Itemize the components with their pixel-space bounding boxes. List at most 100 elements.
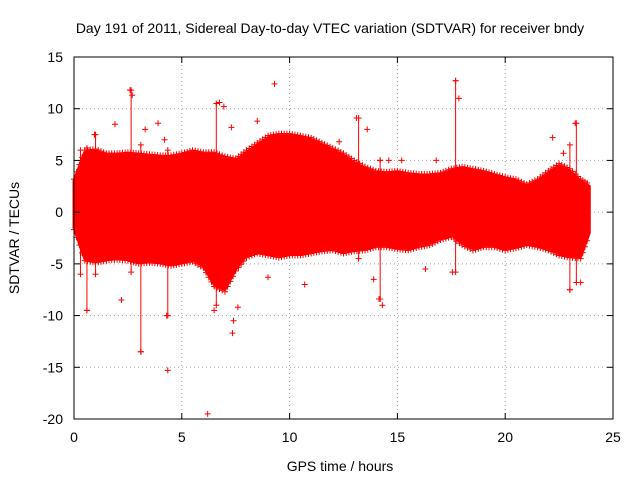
data-point bbox=[216, 286, 223, 293]
y-tick-label: -15 bbox=[43, 359, 63, 375]
data-point-outlier bbox=[234, 304, 241, 311]
data-point bbox=[259, 251, 266, 258]
data-point bbox=[265, 132, 272, 139]
y-tick-label: -10 bbox=[43, 308, 63, 324]
x-tick-label: 20 bbox=[497, 429, 513, 445]
data-point bbox=[426, 242, 433, 249]
data-point-outlier bbox=[155, 120, 162, 127]
data-point bbox=[459, 242, 466, 249]
data-point bbox=[521, 242, 528, 249]
data-point-outlier bbox=[161, 136, 168, 143]
data-point bbox=[335, 147, 342, 154]
data-point bbox=[469, 247, 476, 254]
data-point bbox=[332, 248, 339, 255]
x-tick-label: 0 bbox=[70, 429, 78, 445]
data-point bbox=[203, 269, 210, 276]
data-point bbox=[537, 245, 544, 252]
data-point bbox=[254, 250, 261, 257]
data-point bbox=[415, 244, 422, 251]
data-point bbox=[213, 284, 220, 291]
data-point bbox=[159, 261, 166, 268]
data-point bbox=[539, 245, 546, 252]
data-point bbox=[545, 247, 552, 254]
data-point bbox=[491, 244, 498, 251]
data-point bbox=[95, 147, 102, 154]
data-point bbox=[216, 151, 223, 158]
data-point bbox=[477, 167, 484, 174]
data-point bbox=[297, 252, 304, 259]
data-point bbox=[168, 152, 175, 159]
data-point bbox=[413, 245, 420, 252]
data-point bbox=[219, 287, 226, 294]
data-point bbox=[529, 178, 536, 185]
data-point bbox=[494, 245, 501, 252]
data-point-outlier bbox=[230, 317, 237, 324]
data-point bbox=[238, 261, 245, 268]
data-point bbox=[569, 168, 576, 175]
data-point bbox=[475, 166, 482, 173]
data-point bbox=[558, 161, 565, 168]
data-point bbox=[335, 248, 342, 255]
data-point bbox=[181, 260, 188, 267]
data-point-outlier bbox=[163, 312, 170, 319]
data-point bbox=[434, 238, 441, 245]
data-point bbox=[181, 149, 188, 156]
data-point bbox=[178, 150, 185, 157]
data-point bbox=[461, 164, 468, 171]
data-point bbox=[186, 147, 193, 154]
data-point bbox=[394, 167, 401, 174]
data-point-outlier bbox=[216, 99, 223, 106]
data-point bbox=[475, 245, 482, 252]
data-point bbox=[542, 246, 549, 253]
data-point bbox=[275, 254, 282, 261]
data-point bbox=[561, 253, 568, 260]
data-point bbox=[456, 164, 463, 171]
data-point bbox=[515, 177, 522, 184]
data-point bbox=[305, 134, 312, 141]
data-point bbox=[405, 247, 412, 254]
data-point bbox=[531, 243, 538, 250]
data-point-outlier bbox=[455, 95, 462, 102]
data-point bbox=[73, 168, 80, 175]
data-point bbox=[561, 163, 568, 170]
data-point-outlier bbox=[377, 157, 384, 164]
data-point bbox=[189, 147, 196, 154]
data-point bbox=[548, 248, 555, 255]
data-point bbox=[270, 253, 277, 260]
data-point bbox=[186, 259, 193, 266]
data-point bbox=[459, 163, 466, 170]
data-point-outlier bbox=[83, 307, 90, 314]
data-point bbox=[584, 237, 591, 244]
y-tick-label: 0 bbox=[55, 204, 63, 220]
data-point bbox=[205, 274, 212, 281]
data-point bbox=[367, 165, 374, 172]
data-point-outlier bbox=[379, 302, 386, 309]
data-point bbox=[170, 151, 177, 158]
data-point bbox=[510, 175, 517, 182]
y-tick-label: 15 bbox=[47, 49, 63, 65]
data-point bbox=[289, 131, 296, 138]
data-point bbox=[273, 131, 280, 138]
data-point bbox=[531, 177, 538, 184]
data-point bbox=[367, 245, 374, 252]
data-point bbox=[445, 166, 452, 173]
data-point-outlier bbox=[301, 281, 308, 288]
data-point bbox=[386, 244, 393, 251]
data-point bbox=[448, 165, 455, 172]
data-point bbox=[496, 172, 503, 179]
data-point bbox=[168, 262, 175, 269]
y-tick-label: -5 bbox=[51, 256, 64, 272]
data-point bbox=[213, 100, 220, 107]
data-point bbox=[464, 164, 471, 171]
data-point bbox=[77, 271, 84, 278]
data-point bbox=[483, 168, 490, 175]
data-point bbox=[265, 252, 272, 259]
data-point-outlier bbox=[129, 92, 136, 99]
plot-area bbox=[71, 77, 591, 417]
y-axis-label: SDTVAR / TECUs bbox=[6, 182, 22, 294]
data-point bbox=[227, 278, 234, 285]
data-point bbox=[100, 258, 107, 265]
data-point-outlier bbox=[127, 87, 134, 94]
data-point bbox=[230, 154, 237, 161]
